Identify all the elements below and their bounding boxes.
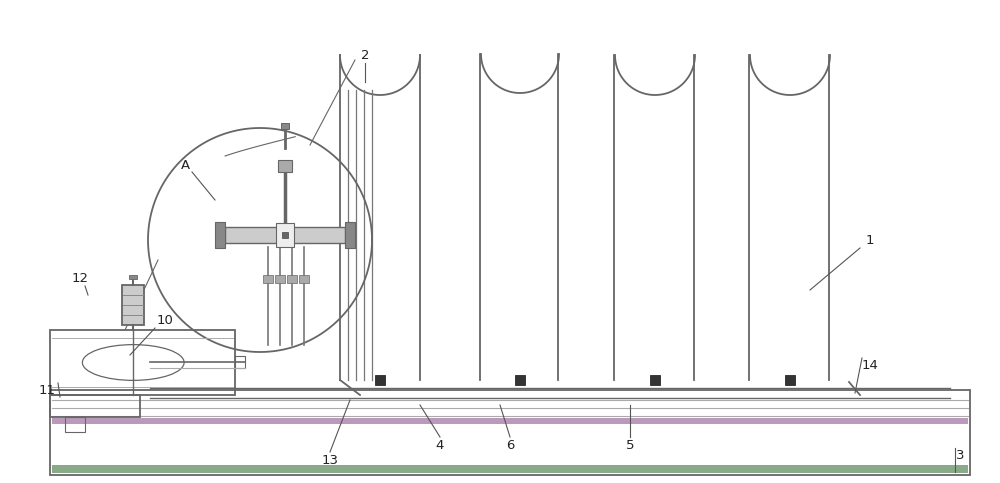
Bar bbox=[515, 375, 525, 385]
Bar bbox=[52, 465, 968, 473]
Bar bbox=[225, 227, 345, 243]
Text: 1: 1 bbox=[866, 233, 874, 246]
Bar bbox=[345, 222, 355, 248]
Bar bbox=[278, 160, 292, 172]
Text: 11: 11 bbox=[39, 384, 56, 397]
Bar bbox=[275, 275, 285, 283]
Text: 6: 6 bbox=[506, 439, 514, 452]
Bar bbox=[281, 123, 289, 129]
Text: 4: 4 bbox=[436, 439, 444, 452]
Bar bbox=[215, 222, 225, 248]
Bar bbox=[122, 285, 144, 325]
Bar bbox=[785, 375, 795, 385]
Text: A: A bbox=[180, 158, 190, 171]
Bar bbox=[65, 417, 85, 432]
Bar bbox=[276, 223, 294, 247]
Text: 14: 14 bbox=[862, 358, 878, 371]
Bar bbox=[50, 390, 970, 475]
Text: 3: 3 bbox=[956, 449, 964, 461]
Bar bbox=[50, 330, 235, 395]
Bar bbox=[287, 275, 297, 283]
Bar bbox=[52, 418, 968, 424]
Text: 12: 12 bbox=[72, 271, 89, 284]
Text: 2: 2 bbox=[361, 48, 369, 61]
Bar bbox=[50, 395, 140, 417]
Text: 13: 13 bbox=[322, 454, 339, 467]
Bar bbox=[235, 356, 245, 368]
Bar bbox=[282, 232, 288, 238]
Bar bbox=[129, 275, 137, 279]
Bar bbox=[263, 275, 273, 283]
Bar bbox=[299, 275, 309, 283]
Text: 10: 10 bbox=[157, 313, 173, 327]
Text: 5: 5 bbox=[626, 439, 634, 452]
Bar bbox=[650, 375, 660, 385]
Bar bbox=[375, 375, 385, 385]
